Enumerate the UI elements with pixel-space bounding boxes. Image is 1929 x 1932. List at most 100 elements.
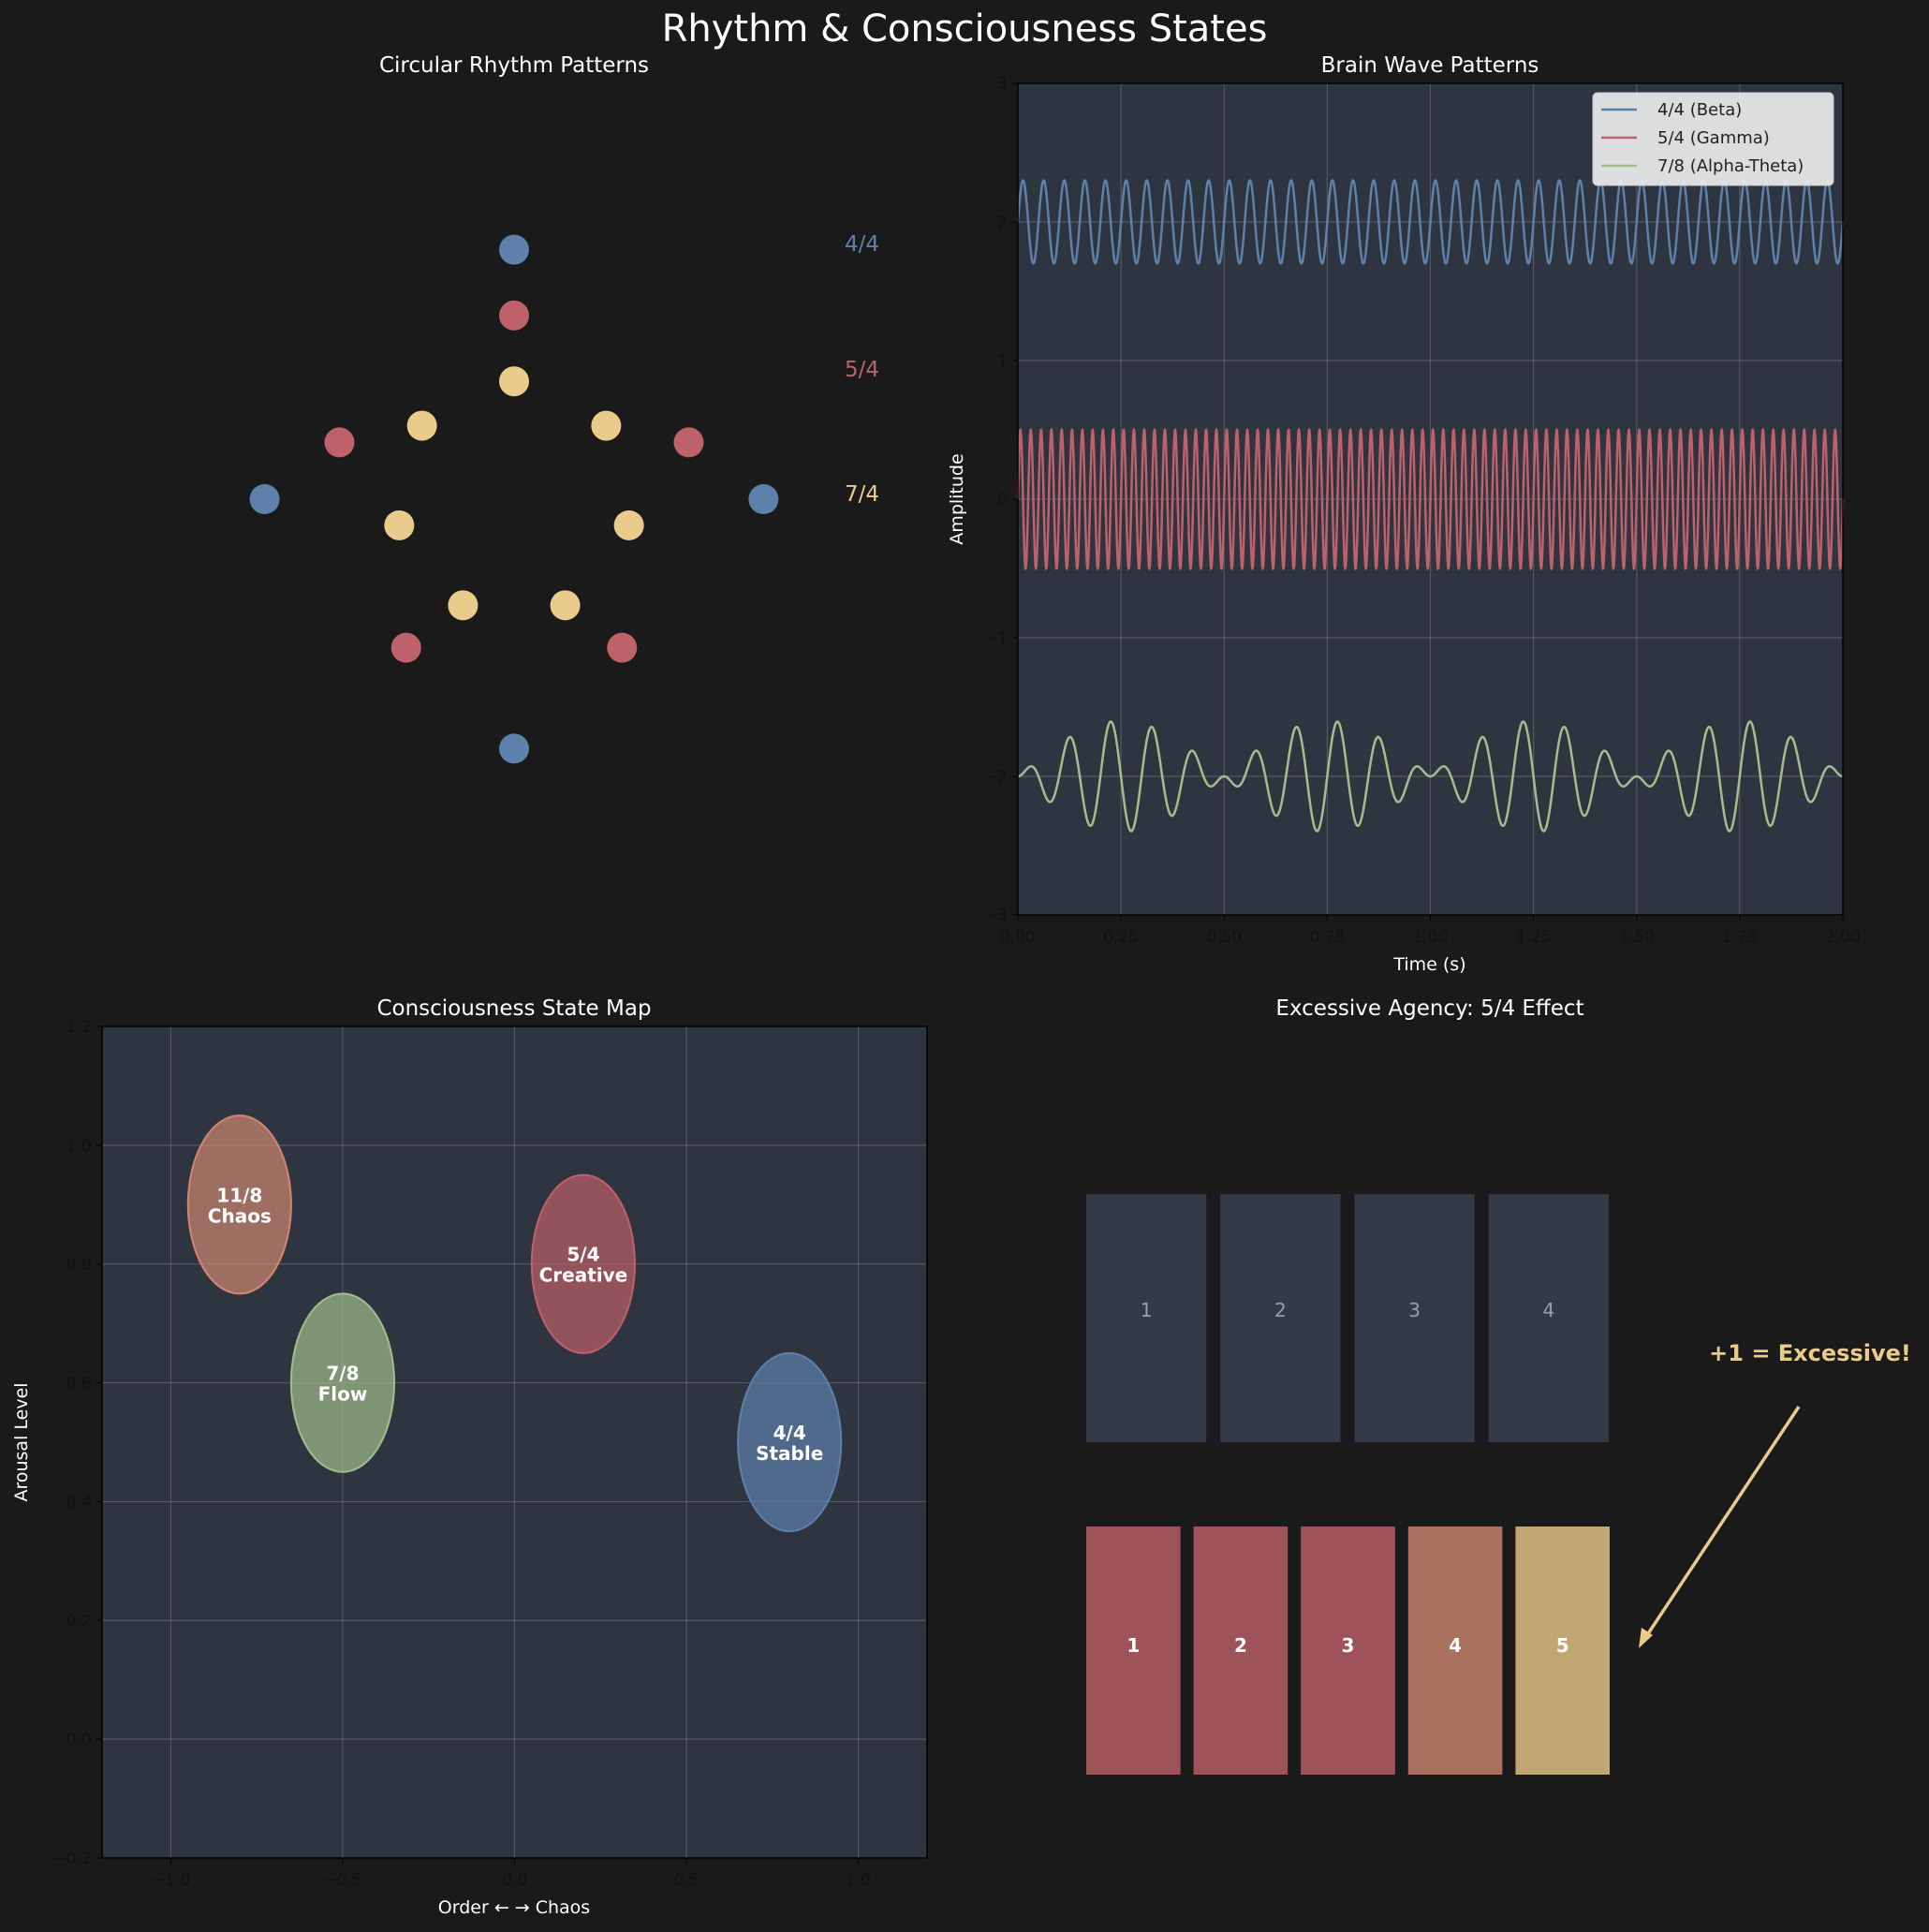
block-5-4-label-3: 3 [1342, 1634, 1355, 1657]
block-4-4-label-2: 2 [1274, 1299, 1287, 1321]
wave-series-4-4-beta- [1016, 179, 1845, 265]
wave-series-7-8-alpha-theta- [1018, 720, 1843, 833]
beat-dot-5-4-3 [607, 632, 638, 663]
wave-ytick-label: 1 [997, 352, 1008, 371]
legend-label-alpha-theta: 7/8 (Alpha-Theta) [1657, 156, 1804, 176]
beat-dot-7-4-1 [499, 366, 529, 397]
block-4-4-label-4: 4 [1543, 1299, 1555, 1321]
state-name-4-4: 4/4 [773, 1422, 806, 1444]
block-5-4-1 [1086, 1526, 1181, 1775]
beat-dot-5-4-2 [673, 427, 704, 458]
wave-ytick-label: −1 [984, 629, 1008, 648]
brain-wave-lines [1016, 179, 1845, 833]
block-4-4-2 [1220, 1194, 1341, 1442]
block-5-4-label-5: 5 [1556, 1634, 1569, 1657]
four-four-blocks: 1 2 3 4 [1086, 1194, 1609, 1442]
excessive-arrow [1642, 1406, 1801, 1642]
brain-wave-y-label: Amplitude [947, 453, 967, 544]
circular-rhythm-panel: Circular Rhythm Patterns 4/4 5/4 7/4 [249, 53, 879, 764]
five-four-blocks: 1 2 3 4 5 [1086, 1526, 1610, 1775]
wave-xtick-label: 1.25 [1516, 928, 1552, 947]
state-ellipse-11-8 [186, 1114, 292, 1295]
state-map-y-ticks: −0.2 0.0 0.2 0.4 0.6 0.8 1.0 1.2 [53, 1018, 102, 1868]
block-5-4-3 [1301, 1526, 1395, 1775]
beat-dot-7-4-4 [550, 590, 581, 621]
block-4-4-label-1: 1 [1141, 1299, 1153, 1321]
state-name-5-4: 5/4 [567, 1244, 599, 1266]
beat-dot-4-4-1 [499, 234, 529, 265]
legend-box [1592, 92, 1834, 186]
beat-dot-7-4-6 [384, 509, 415, 540]
excessive-arrow-head [1639, 1628, 1653, 1648]
beat-dot-5-4-1 [499, 300, 529, 331]
ring-label-5-4: 5/4 [845, 358, 879, 382]
ring-label-7-4: 7/4 [845, 482, 879, 507]
state-desc-5-4: Creative [539, 1264, 628, 1287]
wave-xtick-label: 1.50 [1619, 928, 1655, 947]
rhythm-dots [249, 234, 779, 764]
map-ytick-label: 1.0 [66, 1137, 92, 1156]
map-ytick-label: 1.2 [66, 1018, 92, 1037]
map-ytick-label: 0.0 [66, 1731, 92, 1749]
beat-dot-5-4-5 [324, 427, 355, 458]
brain-wave-x-ticks: 0.00 0.25 0.50 0.75 1.00 1.25 1.50 1.75 2.00 [1000, 915, 1861, 947]
beat-dot-4-4-4 [249, 484, 280, 514]
beat-dot-7-4-3 [613, 509, 644, 540]
map-xtick-label: −0.5 [323, 1871, 361, 1890]
state-map-title: Consciousness State Map [376, 996, 651, 1021]
state-ellipse-4-4 [737, 1351, 843, 1533]
wave-ytick-label: −3 [984, 907, 1008, 925]
brain-wave-title: Brain Wave Patterns [1321, 53, 1539, 78]
beat-dot-7-4-2 [591, 410, 622, 441]
state-map-x-ticks: −1.0 −0.5 0.0 0.5 1.0 [152, 1858, 871, 1890]
block-4-4-label-3: 3 [1408, 1299, 1421, 1321]
beat-dot-7-4-5 [448, 590, 479, 621]
state-desc-4-4: Stable [756, 1442, 823, 1465]
block-5-4-label-4: 4 [1449, 1634, 1462, 1657]
map-ytick-label: 0.4 [66, 1493, 92, 1512]
state-name-11-8: 11/8 [216, 1184, 262, 1206]
excessive-agency-title: Excessive Agency: 5/4 Effect [1275, 996, 1583, 1021]
wave-ytick-label: 2 [997, 214, 1008, 232]
brain-wave-y-ticks: −3 −2 −1 0 1 2 3 [984, 75, 1018, 925]
wave-ytick-label: 0 [997, 491, 1008, 509]
block-4-4-4 [1488, 1194, 1609, 1442]
block-5-4-4 [1407, 1526, 1503, 1775]
brain-wave-x-label: Time (s) [1392, 954, 1465, 975]
wave-xtick-label: 0.75 [1309, 928, 1345, 947]
map-xtick-label: 1.0 [846, 1871, 871, 1890]
block-5-4-2 [1193, 1526, 1288, 1775]
wave-xtick-label: 0.00 [1000, 928, 1036, 947]
block-4-4-3 [1354, 1194, 1475, 1442]
block-5-4-5 [1515, 1526, 1610, 1775]
state-name-7-8: 7/8 [326, 1363, 359, 1385]
state-map-x-label: Order ← → Chaos [438, 1897, 590, 1918]
map-ytick-label: 0.8 [66, 1256, 92, 1275]
wave-xtick-label: 2.00 [1825, 928, 1861, 947]
state-ellipse-5-4 [530, 1173, 636, 1354]
state-desc-11-8: Chaos [208, 1204, 272, 1227]
state-desc-7-8: Flow [318, 1383, 368, 1406]
wave-xtick-label: 0.25 [1103, 928, 1139, 947]
block-5-4-label-1: 1 [1126, 1634, 1140, 1657]
excessive-annotation: +1 = Excessive! [1709, 1340, 1911, 1366]
circular-rhythm-title: Circular Rhythm Patterns [379, 53, 649, 78]
beat-dot-5-4-4 [390, 632, 421, 663]
figure-title: Rhythm & Consciousness States [662, 7, 1268, 51]
beat-dot-4-4-2 [748, 484, 779, 514]
map-xtick-label: 0.0 [502, 1871, 527, 1890]
legend-label-gamma: 5/4 (Gamma) [1657, 128, 1770, 148]
legend-label-beta: 4/4 (Beta) [1657, 100, 1742, 120]
block-4-4-1 [1086, 1194, 1207, 1442]
state-ellipse-7-8 [289, 1292, 396, 1473]
map-ytick-label: −0.2 [53, 1850, 92, 1868]
map-xtick-label: −1.0 [152, 1871, 190, 1890]
brain-wave-panel: Brain Wave Patterns 0.00 0.25 0.50 0.75 1.00… [947, 53, 1861, 975]
map-ytick-label: 0.2 [66, 1612, 92, 1630]
wave-ytick-label: 3 [997, 75, 1008, 94]
state-map-y-label: Arousal Level [11, 1382, 32, 1501]
wave-xtick-label: 1.75 [1722, 928, 1758, 947]
wave-ytick-label: −2 [984, 768, 1008, 787]
